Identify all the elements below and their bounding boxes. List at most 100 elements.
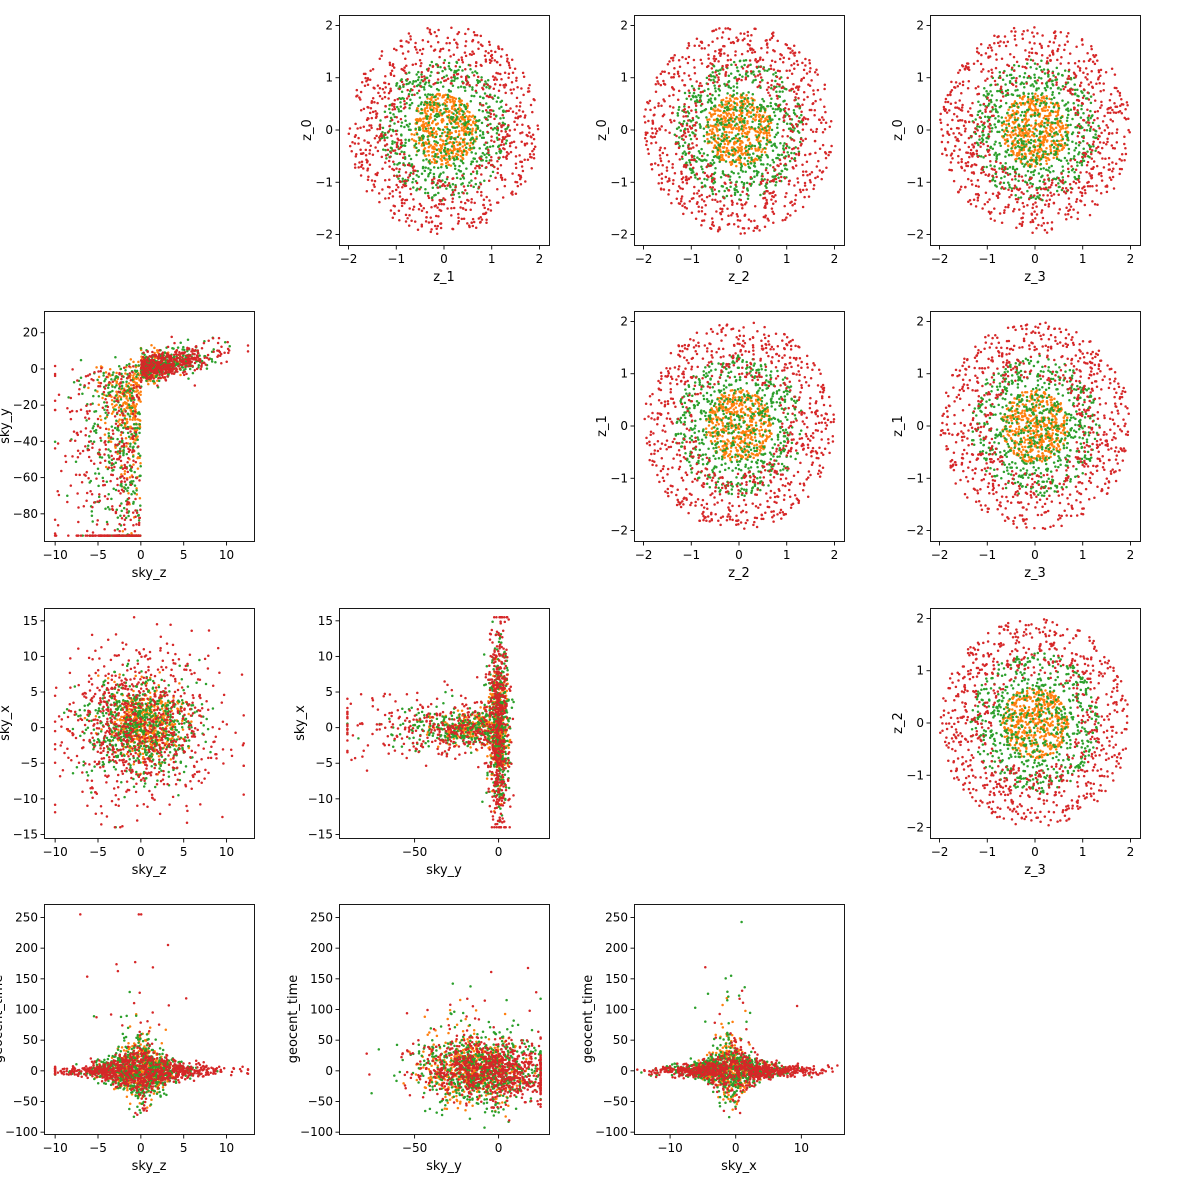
scatter-point xyxy=(1046,123,1049,127)
scatter-point xyxy=(474,182,478,186)
scatter-point xyxy=(477,217,481,220)
scatter-point xyxy=(1046,157,1050,160)
scatter-point xyxy=(750,103,754,106)
scatter-point xyxy=(821,143,825,147)
scatter-point xyxy=(493,126,497,130)
scatter-point xyxy=(453,167,457,170)
scatter-point xyxy=(759,193,762,197)
scatter-point xyxy=(765,166,768,170)
scatter-point xyxy=(1013,113,1016,116)
scatter-point xyxy=(443,181,447,184)
scatter-point xyxy=(1023,145,1026,149)
scatter-point xyxy=(387,82,391,86)
scatter-point xyxy=(681,124,684,128)
scatter-point xyxy=(403,102,406,106)
scatter-point xyxy=(1082,94,1086,98)
scatter-point xyxy=(465,151,469,154)
scatter-point xyxy=(778,179,782,183)
scatter-point xyxy=(660,172,664,176)
scatter-point xyxy=(1080,104,1083,107)
scatter-point xyxy=(487,95,491,99)
scatter-point xyxy=(696,156,699,159)
scatter-point xyxy=(723,52,726,55)
scatter-point xyxy=(658,128,662,131)
scatter-point xyxy=(1034,165,1037,168)
scatter-point xyxy=(983,86,986,90)
scatter-point xyxy=(429,74,432,77)
scatter-point xyxy=(393,105,396,109)
scatter-point xyxy=(511,190,514,193)
scatter-point xyxy=(1042,150,1045,153)
scatter-point xyxy=(390,118,394,122)
scatter-point xyxy=(507,123,510,127)
scatter-point xyxy=(765,51,769,54)
scatter-point xyxy=(746,159,749,163)
scatter-point xyxy=(368,163,372,166)
scatter-point xyxy=(800,110,803,113)
scatter-point xyxy=(474,129,478,132)
scatter-point xyxy=(423,147,427,150)
scatter-point xyxy=(775,75,779,79)
scatter-point xyxy=(735,202,739,205)
scatter-point xyxy=(1043,109,1047,113)
scatter-point xyxy=(461,82,465,85)
scatter-point xyxy=(449,55,452,58)
scatter-point xyxy=(1076,94,1079,97)
scatter-point xyxy=(700,47,704,50)
scatter-point xyxy=(1073,170,1076,174)
scatter-point xyxy=(378,200,381,204)
scatter-point xyxy=(824,121,828,125)
scatter-point xyxy=(460,160,464,163)
scatter-point xyxy=(359,98,362,101)
scatter-point xyxy=(1056,145,1060,149)
scatter-point xyxy=(685,123,689,127)
scatter-point xyxy=(692,132,695,135)
scatter-point xyxy=(434,95,437,98)
scatter-point xyxy=(429,103,432,106)
scatter-point xyxy=(1051,71,1054,75)
scatter-point xyxy=(457,133,461,137)
scatter-point xyxy=(808,179,812,182)
scatter-point xyxy=(792,90,796,93)
scatter-point xyxy=(735,188,738,192)
scatter-point xyxy=(1032,150,1036,154)
scatter-point xyxy=(650,141,653,145)
scatter-point xyxy=(398,179,402,183)
scatter-point xyxy=(461,161,465,165)
scatter-point xyxy=(771,118,774,121)
scatter-point xyxy=(785,69,788,72)
scatter-point xyxy=(769,121,773,124)
scatter-point xyxy=(461,61,465,64)
scatter-point xyxy=(651,136,654,139)
scatter-point xyxy=(781,60,785,64)
scatter-point xyxy=(746,30,750,34)
scatter-point xyxy=(1024,140,1028,143)
scatter-point xyxy=(415,73,418,76)
scatter-point xyxy=(1055,130,1058,134)
scatter-point xyxy=(477,119,480,123)
scatter-point xyxy=(443,66,446,69)
scatter-point xyxy=(720,123,723,126)
scatter-point xyxy=(456,148,459,151)
scatter-point xyxy=(387,97,390,100)
scatter-point xyxy=(776,126,779,130)
scatter-point xyxy=(740,78,743,82)
scatter-point xyxy=(791,126,795,129)
scatter-point xyxy=(1006,91,1009,95)
scatter-point xyxy=(741,190,744,193)
scatter-point xyxy=(428,63,432,67)
scatter-point xyxy=(780,153,784,157)
scatter-point xyxy=(369,69,372,73)
scatter-point xyxy=(780,169,783,173)
scatter-point xyxy=(776,82,779,86)
scatter-point xyxy=(533,98,536,102)
scatter-point xyxy=(651,119,654,123)
scatter-point xyxy=(529,155,532,159)
scatter-point xyxy=(1089,101,1093,105)
scatter-point xyxy=(474,226,478,230)
x-tick-label: 0 xyxy=(735,252,743,266)
scatter-point xyxy=(747,64,750,67)
scatter-point xyxy=(420,223,424,227)
scatter-point xyxy=(430,60,434,64)
scatter-point xyxy=(722,146,725,149)
